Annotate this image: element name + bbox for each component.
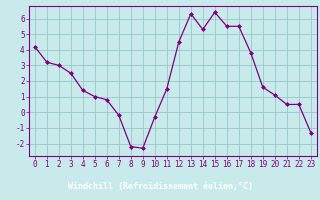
Text: Windchill (Refroidissement éolien,°C): Windchill (Refroidissement éolien,°C): [68, 182, 252, 192]
